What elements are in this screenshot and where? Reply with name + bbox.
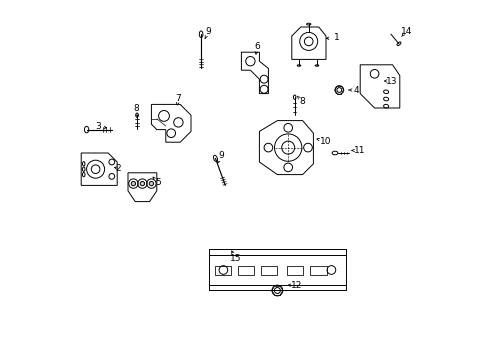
Text: 5: 5 xyxy=(155,179,161,188)
Text: 10: 10 xyxy=(320,137,331,146)
Text: 8: 8 xyxy=(133,104,139,113)
Text: 1: 1 xyxy=(334,33,340,42)
Text: 2: 2 xyxy=(115,164,121,173)
Bar xyxy=(215,266,231,275)
Text: 8: 8 xyxy=(299,97,305,106)
Text: 12: 12 xyxy=(291,281,302,289)
Circle shape xyxy=(149,181,153,186)
Bar xyxy=(310,266,326,275)
Text: 14: 14 xyxy=(401,27,412,36)
Bar xyxy=(261,266,277,275)
Bar xyxy=(238,266,254,275)
Text: 9: 9 xyxy=(205,27,211,36)
Text: 13: 13 xyxy=(386,77,397,86)
Text: 11: 11 xyxy=(354,146,365,155)
Text: 7: 7 xyxy=(175,94,181,103)
Bar xyxy=(287,266,303,275)
Text: 3: 3 xyxy=(95,122,101,131)
Circle shape xyxy=(131,181,136,186)
Circle shape xyxy=(140,181,145,186)
Text: 4: 4 xyxy=(353,86,359,95)
Text: 9: 9 xyxy=(219,151,224,160)
Text: 15: 15 xyxy=(230,254,242,263)
Bar xyxy=(209,255,346,285)
Text: 6: 6 xyxy=(254,42,260,51)
